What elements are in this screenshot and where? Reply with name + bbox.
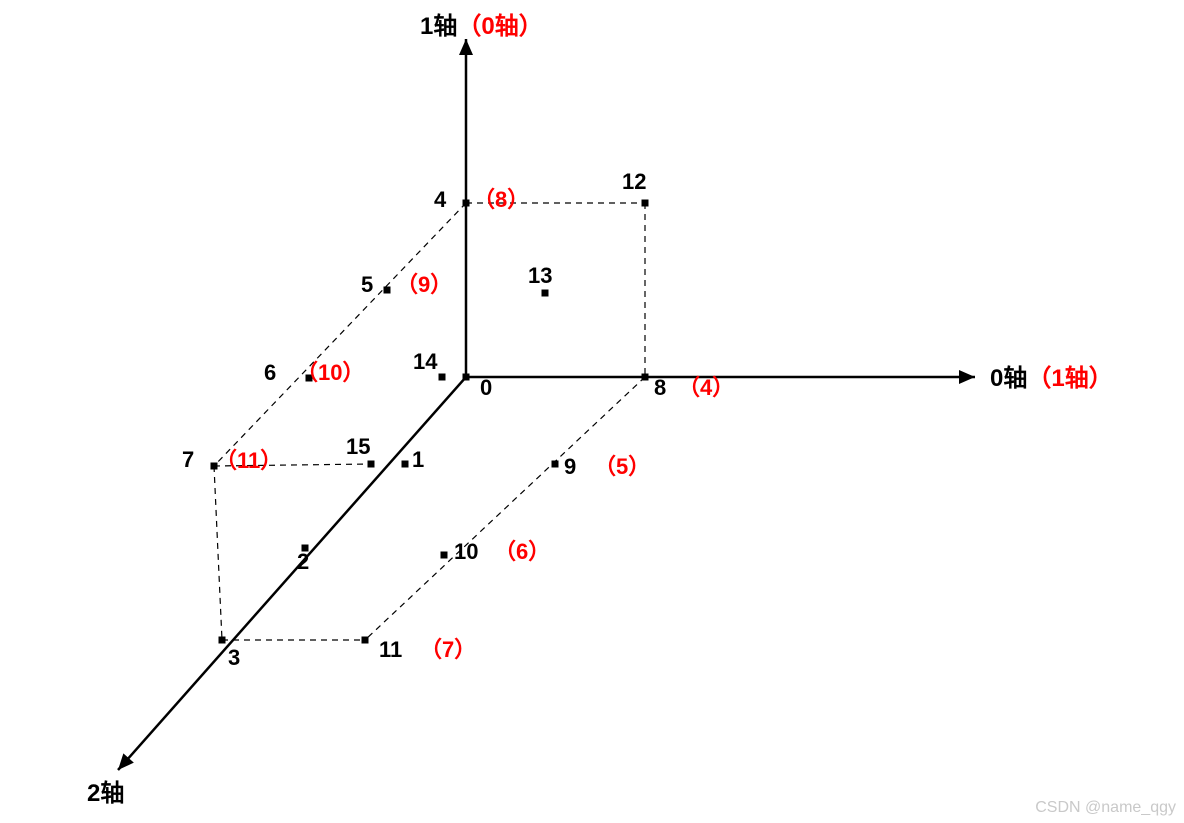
point-label-5: 5 — [361, 274, 373, 296]
point-label-3: 3 — [228, 647, 240, 669]
point-label-8: 8 — [654, 377, 666, 399]
diagram-svg — [0, 0, 1184, 823]
point-label-red-4: （8） — [473, 189, 529, 211]
point-label-red-6: （10） — [296, 362, 364, 384]
axis1-label: 1轴（0轴） — [420, 6, 543, 41]
point-label-red-5: （9） — [396, 274, 452, 296]
axis2-label: 2轴 — [87, 773, 124, 808]
point-label-red-8: （4） — [678, 377, 734, 399]
axis1-label-red: （0轴） — [457, 13, 542, 40]
point-label-red-11: （7） — [420, 639, 476, 661]
watermark: CSDN @name_qgy — [1035, 799, 1176, 817]
axis0-label: 0轴（1轴） — [990, 358, 1113, 393]
point-label-11: 11 — [379, 639, 402, 661]
axis0-label-black: 0轴 — [990, 365, 1027, 392]
point-label-7: 7 — [182, 449, 194, 471]
point-label-red-9: （5） — [594, 456, 650, 478]
point-label-9: 9 — [564, 456, 576, 478]
axis2-label-black: 2轴 — [87, 780, 124, 807]
point-label-2: 2 — [297, 551, 309, 573]
point-label-1: 1 — [412, 449, 424, 471]
point-label-red-7: （11） — [215, 450, 282, 472]
point-label-4: 4 — [434, 189, 446, 211]
point-label-15: 15 — [346, 436, 370, 458]
point-label-red-10: （6） — [494, 541, 550, 563]
point-label-6: 6 — [264, 362, 276, 384]
point-label-0: 0 — [480, 377, 492, 399]
point-label-14: 14 — [413, 351, 437, 373]
axis0-label-red: （1轴） — [1027, 365, 1112, 392]
axis1-label-black: 1轴 — [420, 13, 457, 40]
point-label-12: 12 — [622, 171, 646, 193]
point-label-13: 13 — [528, 265, 552, 287]
point-label-10: 10 — [454, 541, 478, 563]
